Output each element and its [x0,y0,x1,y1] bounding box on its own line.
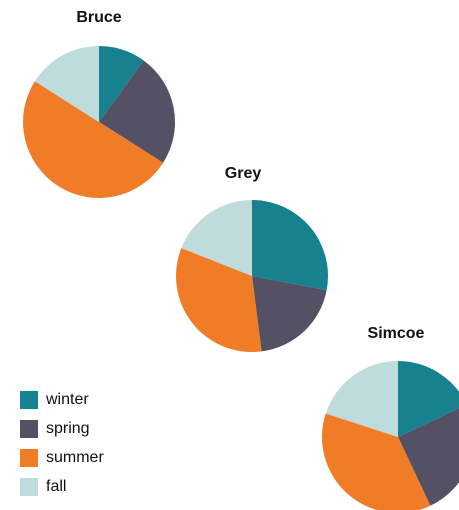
legend-label: summer [46,449,104,466]
legend-swatch [20,391,38,409]
pie-slice [252,276,327,352]
legend-label: spring [46,420,90,437]
chart-title: Simcoe [368,325,425,342]
pie-slice [181,200,252,276]
pie-slice [34,46,99,122]
legend-swatch [20,420,38,438]
legend-label: winter [45,391,89,408]
pie-slice [99,60,175,163]
pie-slice [325,361,398,437]
pie-slice [252,200,328,291]
pie-slice [322,413,431,510]
pie-slice [398,361,459,437]
legend-swatch [20,449,38,467]
pie-slice [398,408,459,506]
chart-title: Bruce [76,9,121,26]
legend-label: fall [46,478,66,495]
pie-slice [23,81,164,198]
pie-slice [99,46,144,122]
chart-title: Grey [225,165,262,182]
pie-slice [175,248,262,352]
legend-swatch [20,478,38,496]
